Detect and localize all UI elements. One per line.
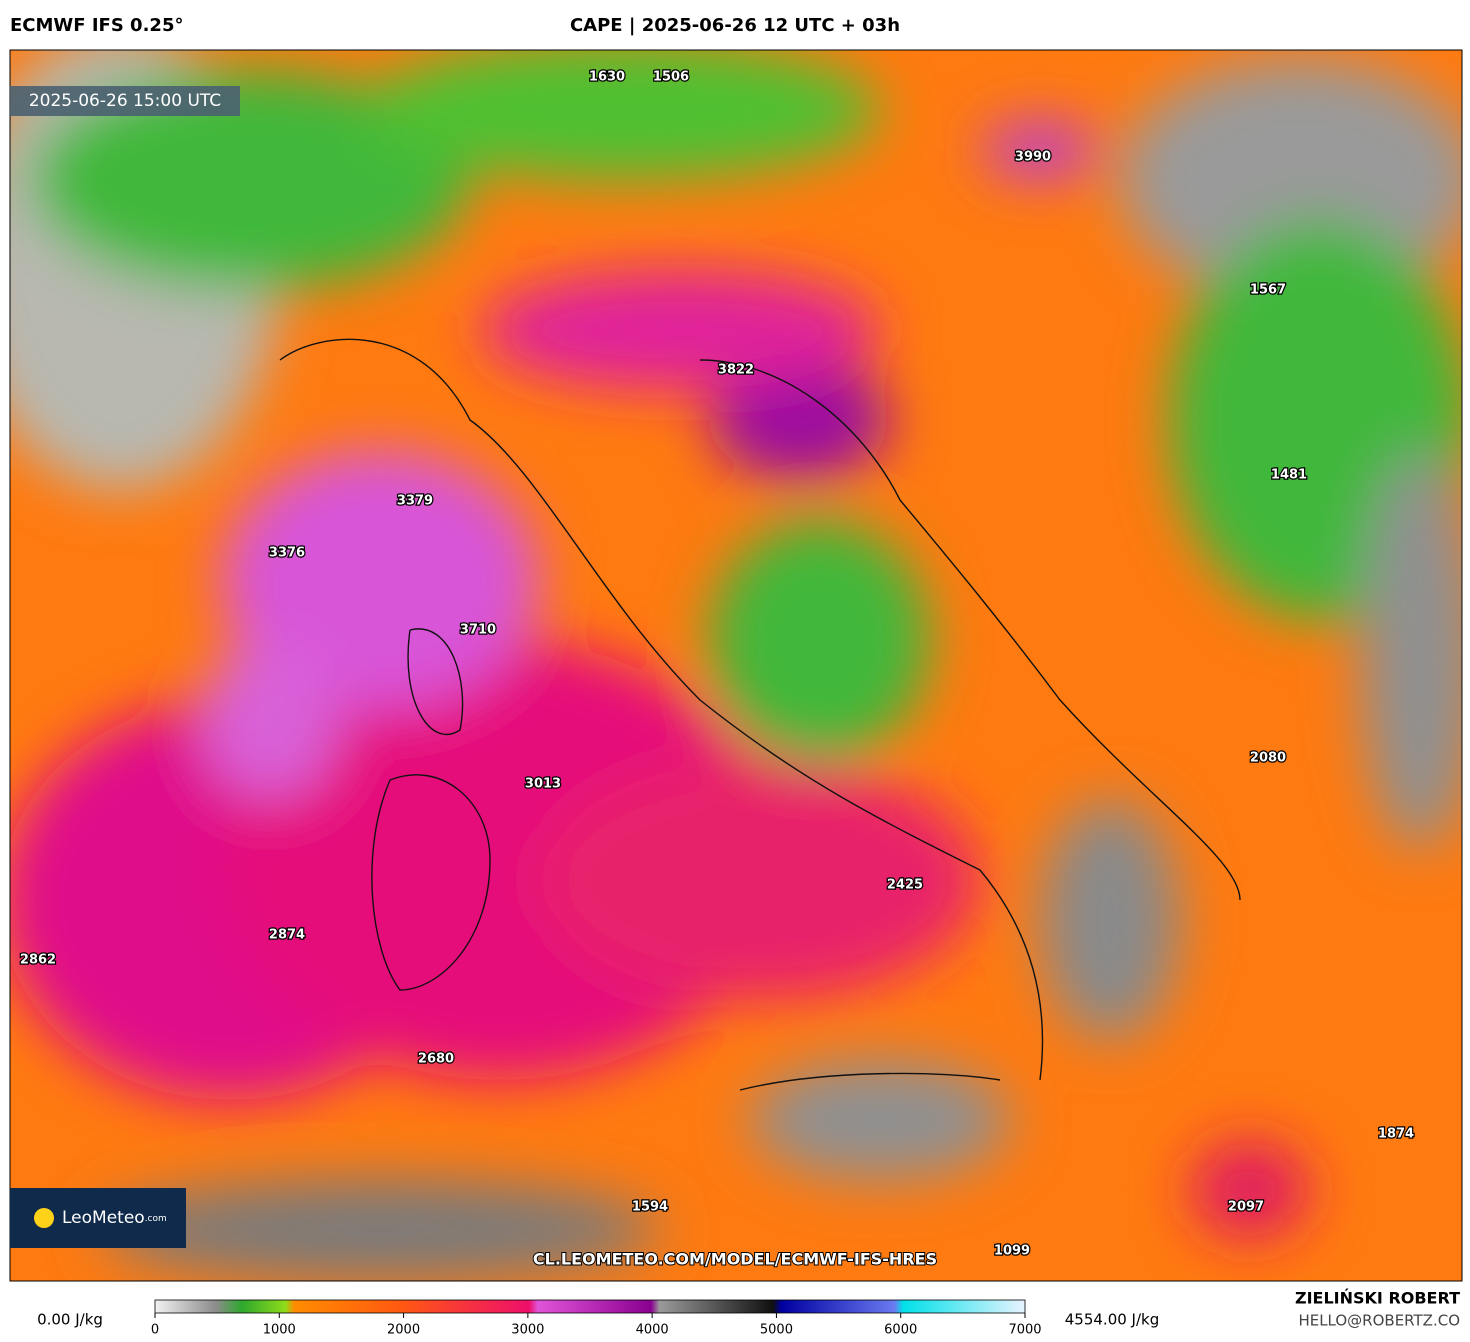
map-frame xyxy=(9,49,1463,1282)
colorbar xyxy=(154,1299,1026,1314)
value-label: 1874 xyxy=(1378,1127,1414,1142)
value-label: 3379 xyxy=(397,494,433,509)
source-url: CL.LEOMETEO.COM/MODEL/ECMWF-IFS-HRES xyxy=(533,1250,937,1269)
legend-max: 4554.00 J/kg xyxy=(1065,1311,1159,1329)
value-label: 1506 xyxy=(653,70,689,85)
value-label: 2425 xyxy=(887,878,923,893)
map-title: CAPE | 2025-06-26 12 UTC + 03h xyxy=(570,15,900,36)
value-label: 1630 xyxy=(589,70,625,85)
model-name: ECMWF IFS 0.25° xyxy=(10,15,183,36)
colorbar-tick-label: 4000 xyxy=(636,1323,669,1338)
value-label: 2874 xyxy=(269,928,305,943)
colorbar-tick-label: 2000 xyxy=(387,1323,420,1338)
value-label: 2097 xyxy=(1228,1200,1264,1215)
colorbar-tick-label: 0 xyxy=(151,1323,159,1338)
value-label: 1481 xyxy=(1271,468,1307,483)
colorbar-tick-label: 5000 xyxy=(760,1323,793,1338)
logo-sun xyxy=(34,1208,54,1228)
time-box xyxy=(10,86,240,116)
value-label: 3376 xyxy=(269,546,305,561)
legend-min: 0.00 J/kg xyxy=(37,1311,103,1329)
logo-text: LeoMeteo.com xyxy=(62,1208,167,1228)
value-label: 2080 xyxy=(1250,751,1286,766)
colorbar-ticks: 0 1000 2000 3000 4000 5000 6000 7000 xyxy=(151,1313,1042,1338)
value-label: 1567 xyxy=(1250,283,1286,298)
value-label: 3990 xyxy=(1015,150,1051,165)
value-label: 1099 xyxy=(994,1244,1030,1259)
colorbar-tick-label: 6000 xyxy=(884,1323,917,1338)
colorbar-tick-label: 7000 xyxy=(1008,1323,1041,1338)
value-label: 3710 xyxy=(460,623,496,638)
value-label: 1594 xyxy=(632,1200,668,1215)
colorbar-tick-label: 3000 xyxy=(511,1323,544,1338)
valid-time: 2025-06-26 15:00 UTC xyxy=(29,91,221,111)
value-label: 3822 xyxy=(718,363,754,378)
value-label: 2862 xyxy=(20,953,56,968)
coastline xyxy=(279,338,1241,1091)
cape-field xyxy=(10,50,1462,1281)
value-label: 3013 xyxy=(525,777,561,792)
value-labels: 1630 1506 3990 1567 3822 3379 3376 3710 1481 2080… xyxy=(19,68,1416,1260)
author: ZIELIŃSKI ROBERT xyxy=(1295,1289,1460,1308)
value-label: 2680 xyxy=(418,1052,454,1067)
colorbar-tick-label: 1000 xyxy=(263,1323,296,1338)
email: HELLO@ROBERTZ.CO xyxy=(1298,1312,1460,1330)
